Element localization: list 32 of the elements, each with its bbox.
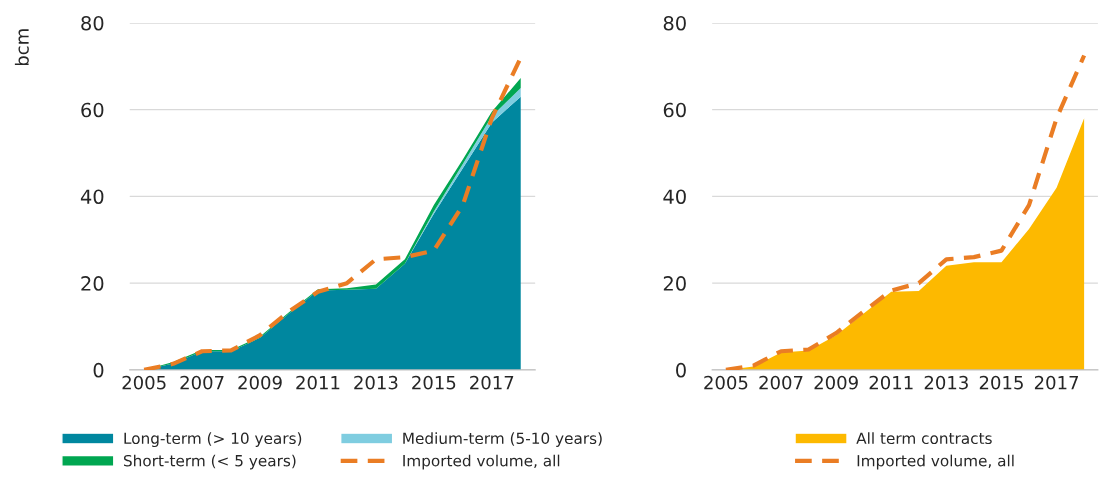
x-tick-label: 2011 <box>869 375 913 390</box>
legend-label: Imported volume, all <box>857 454 1014 470</box>
x-tick-label: 2017 <box>470 375 514 390</box>
legend-label: Medium-term (5-10 years) <box>403 432 602 448</box>
x-tick-label: 2005 <box>704 375 748 390</box>
line-series <box>723 53 1087 370</box>
x-tick-label: 2013 <box>924 375 968 390</box>
y-tick-label: 40 <box>80 189 104 205</box>
x-tick-label: 2007 <box>180 375 224 390</box>
x-tick-label: 2009 <box>238 375 282 390</box>
y-tick-label: 80 <box>663 15 686 31</box>
y-tick-label: 20 <box>663 276 686 291</box>
legend-label: All term contracts <box>856 432 992 445</box>
y-tick-label: 80 <box>81 15 104 31</box>
y-tick-label: 0 <box>676 362 686 378</box>
legend-label: Imported volume, all <box>403 454 560 470</box>
x-tick-label: 2013 <box>354 375 398 390</box>
legend-label: Short-term (< 5 years) <box>123 454 296 470</box>
x-tick-label: 2011 <box>296 375 340 390</box>
x-tick-label: 2015 <box>412 375 456 390</box>
y-tick-label: 0 <box>93 362 104 378</box>
y-tick-label: 20 <box>81 276 104 291</box>
legend-label: Long-term (> 10 years) <box>124 432 302 448</box>
x-tick-label: 2005 <box>122 375 166 390</box>
x-tick-label: 2007 <box>759 375 803 390</box>
y-tick-label: 60 <box>663 102 686 118</box>
y-axis-title: bcm <box>14 29 29 66</box>
x-tick-label: 2017 <box>1034 375 1078 390</box>
y-tick-label: 40 <box>663 189 686 205</box>
y-tick-label: 60 <box>81 102 104 118</box>
x-tick-label: 2009 <box>814 375 858 390</box>
x-tick-label: 2015 <box>979 375 1023 390</box>
